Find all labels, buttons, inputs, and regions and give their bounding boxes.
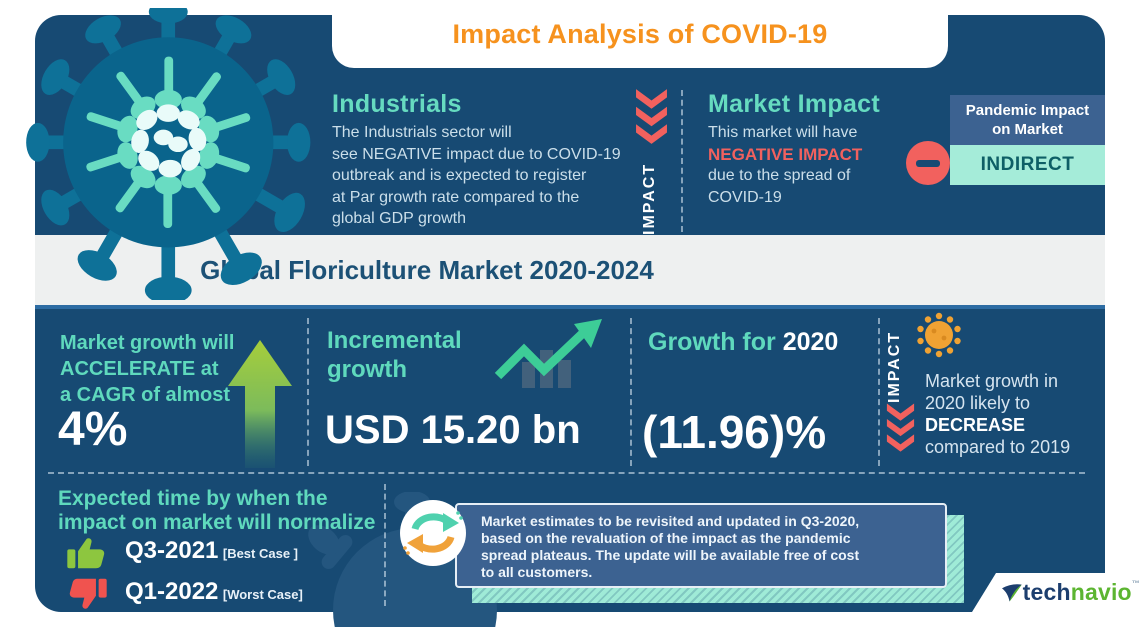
rows-divider xyxy=(48,472,1085,474)
technavio-logo: technavio™ xyxy=(1022,579,1140,605)
worst-case-row: Q1-2022 [Worst Case] xyxy=(125,578,303,605)
market-impact-heading: Market Impact xyxy=(708,90,881,118)
virus-illustration xyxy=(26,8,311,300)
best-case-row: Q3-2021 [Best Case ] xyxy=(125,537,298,564)
impact-2020-text: Market growth in 2020 likely to DECREASE… xyxy=(925,371,1071,457)
virus-icon xyxy=(917,312,961,358)
thumbs-up-icon xyxy=(67,538,105,569)
cagr-value: 4% xyxy=(58,403,128,456)
industrials-body: The Industrials sector will see NEGATIVE… xyxy=(332,124,621,227)
chevrons-down-icon xyxy=(636,89,667,144)
stats-divider-3 xyxy=(878,318,880,466)
note-box: Market estimates to be revisited and upd… xyxy=(455,503,947,588)
stats-divider-1 xyxy=(307,318,309,466)
logo-arrow-icon xyxy=(1002,583,1022,601)
refresh-icon xyxy=(400,500,466,566)
page-title: Impact Analysis of COVID-19 xyxy=(452,18,828,49)
incremental-heading: Incremental growth xyxy=(327,327,462,383)
top-section-divider xyxy=(681,90,683,232)
growth-heading: Growth for 2020 xyxy=(648,328,839,356)
market-title: Global Floriculture Market 2020-2024 xyxy=(200,255,654,285)
thumbs-down-icon xyxy=(69,578,107,609)
trend-arrow-icon xyxy=(494,319,602,388)
impact-vertical-label-mid: IMPACT xyxy=(886,330,903,403)
market-title-band xyxy=(35,235,1105,309)
up-arrow-icon xyxy=(228,340,292,468)
stats-divider-2 xyxy=(630,318,632,466)
pandemic-impact-label: Pandemic Impact on Market xyxy=(950,95,1105,145)
market-impact-body: This market will have NEGATIVE IMPACT du… xyxy=(708,124,863,206)
incremental-value: USD 15.20 bn xyxy=(325,408,581,452)
industrials-heading: Industrials xyxy=(332,90,462,118)
growth-value: (11.96)% xyxy=(642,406,827,458)
bottom-divider xyxy=(384,484,386,606)
cagr-text: Market growth will ACCELERATE at a CAGR … xyxy=(60,332,235,406)
chevrons-down-icon-mid xyxy=(886,403,915,452)
logo-area: technavio™ xyxy=(972,573,1140,612)
pandemic-impact-value: INDIRECT xyxy=(950,145,1105,185)
minus-icon xyxy=(906,141,950,185)
title-banner: Impact Analysis of COVID-19 xyxy=(332,0,948,68)
normalize-heading: Expected time by when the impact on mark… xyxy=(58,487,376,534)
impact-vertical-label-top: IMPACT xyxy=(641,162,658,235)
